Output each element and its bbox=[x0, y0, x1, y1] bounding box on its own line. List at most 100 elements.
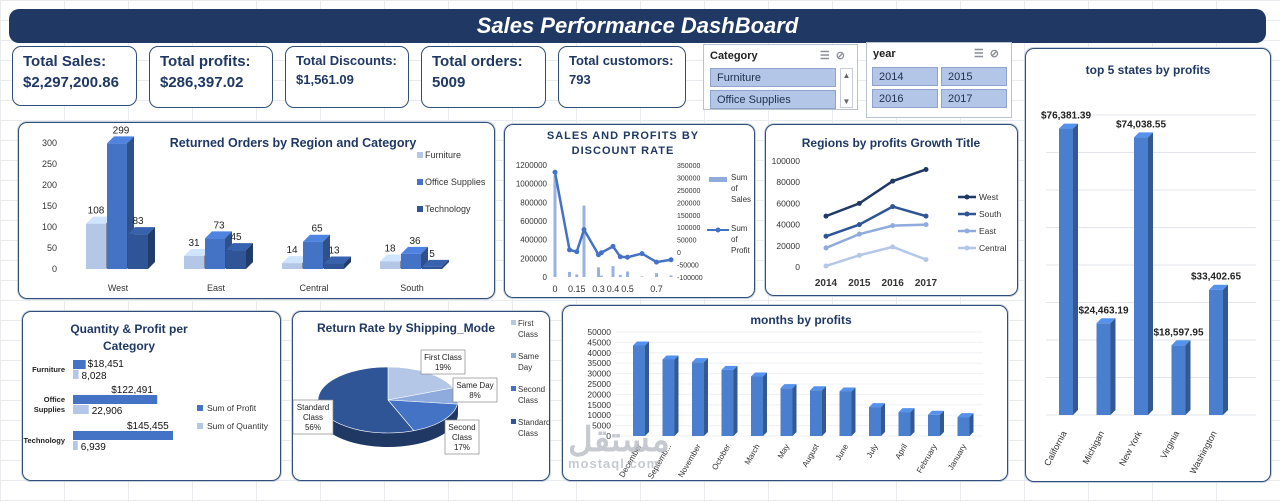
legend-swatch-sales bbox=[709, 177, 727, 182]
x-tick-label: 2017 bbox=[915, 278, 938, 289]
top-states-panel: top 5 states by profits $76,381.39 Califor… bbox=[1025, 48, 1271, 482]
slice-label: Class bbox=[452, 433, 472, 442]
profit-point bbox=[581, 227, 587, 233]
slicer-header: Category ☰⊘ bbox=[704, 45, 857, 66]
month-bar-side bbox=[792, 384, 797, 436]
month-bar bbox=[839, 391, 852, 436]
profit-point bbox=[668, 257, 674, 263]
month-bar-side bbox=[851, 387, 856, 436]
legend-label: Office Supplies bbox=[425, 177, 486, 187]
shipping-mode-panel: Return Rate by Shipping_Mode First Class 1… bbox=[292, 311, 550, 481]
line-west bbox=[825, 168, 927, 218]
year-slicer: year ☰⊘ 2014 2015 2016 2017 bbox=[866, 42, 1012, 118]
sales-bar bbox=[553, 175, 557, 277]
legend-swatch bbox=[511, 320, 516, 325]
sales-bar bbox=[655, 273, 658, 277]
sales-bar bbox=[575, 274, 579, 277]
slicer-title: Category bbox=[710, 49, 758, 62]
slice-label: Standard bbox=[297, 403, 329, 412]
legend-label: Second bbox=[518, 385, 545, 394]
slicer-scrollbar[interactable]: ▲ ▼ bbox=[840, 68, 853, 108]
y-right-tick: 50000 bbox=[677, 238, 697, 245]
sales-bar bbox=[618, 274, 622, 277]
state-bar-top bbox=[1059, 123, 1078, 129]
kpi-label: Total customors: bbox=[569, 53, 674, 68]
month-bar bbox=[662, 359, 675, 436]
state-bar-side bbox=[1110, 318, 1116, 415]
legend-label: First bbox=[518, 319, 534, 328]
x-tick-label: April bbox=[893, 442, 909, 461]
regions-chart: Regions by profits Growth Title 0 20000 400… bbox=[772, 136, 1007, 289]
month-bar-side bbox=[910, 408, 915, 436]
watermark-main: مستقل bbox=[568, 421, 670, 459]
bar-furniture bbox=[282, 263, 302, 269]
legend-marker bbox=[964, 228, 970, 234]
multi-select-icon[interactable]: ☰ bbox=[819, 50, 836, 62]
profit-point bbox=[598, 250, 604, 256]
kpi-total-customers: Total customors: 793 bbox=[558, 46, 686, 108]
x-tick-label: 2014 bbox=[815, 278, 838, 289]
point bbox=[856, 200, 862, 206]
slice-label: Second bbox=[448, 423, 475, 432]
line-east bbox=[825, 223, 927, 250]
y-right-tick: -50000 bbox=[677, 263, 699, 270]
slicer-item-furniture[interactable]: Furniture bbox=[710, 68, 836, 87]
y-left-tick: 600000 bbox=[520, 217, 547, 226]
slicer-item-office-supplies[interactable]: Office Supplies bbox=[710, 90, 836, 109]
sales-bar bbox=[582, 205, 586, 277]
clear-filter-icon[interactable]: ⊘ bbox=[989, 48, 1005, 60]
kpi-total-orders: Total orders: 5009 bbox=[421, 46, 546, 108]
month-bar-side bbox=[704, 358, 708, 436]
x-tick-label: October bbox=[710, 442, 732, 471]
data-label: $24,463.19 bbox=[1078, 305, 1128, 316]
bar-technology-side bbox=[442, 259, 449, 269]
y-tick-label: 30000 bbox=[587, 369, 611, 379]
slice-callout bbox=[420, 349, 466, 375]
y-right-tick: 200000 bbox=[677, 200, 700, 207]
month-bar-top bbox=[928, 410, 944, 415]
y-right-tick: 100000 bbox=[677, 225, 700, 232]
x-tick-label: California bbox=[1042, 429, 1069, 467]
y-tick-label: 20000 bbox=[776, 241, 800, 251]
state-bar-side bbox=[1148, 132, 1153, 415]
point bbox=[923, 213, 929, 219]
watermark: مستقل mostaql.com bbox=[568, 420, 670, 471]
data-label: 5 bbox=[429, 249, 435, 260]
legend-marker bbox=[964, 211, 970, 217]
month-bar-side bbox=[763, 372, 767, 436]
slicer-item-2015[interactable]: 2015 bbox=[941, 67, 1007, 86]
point bbox=[856, 252, 862, 258]
profit-point bbox=[625, 254, 630, 260]
legend-marker bbox=[964, 245, 970, 251]
y-tick-label: 50000 bbox=[587, 327, 611, 337]
bar-technology-side bbox=[246, 243, 253, 269]
quantity-label: 6,939 bbox=[81, 442, 106, 453]
y-tick-label: 150 bbox=[42, 201, 57, 211]
regions-panel: Regions by profits Growth Title 0 20000 400… bbox=[765, 124, 1018, 296]
y-tick-label: 15000 bbox=[587, 400, 611, 410]
sales-bar bbox=[597, 267, 600, 277]
clear-filter-icon[interactable]: ⊘ bbox=[835, 50, 851, 62]
x-tick-label: January bbox=[946, 443, 968, 472]
y-tick-label: 0 bbox=[795, 262, 800, 272]
profit-label: $18,451 bbox=[88, 359, 125, 370]
chart-title-line: SALES AND PROFITS BY bbox=[547, 130, 699, 142]
data-label: 73 bbox=[213, 220, 225, 231]
discount-panel: SALES AND PROFITS BY DISCOUNT RATE 0 200000… bbox=[504, 124, 755, 298]
kpi-value: $1,561.09 bbox=[296, 72, 354, 87]
slicer-item-2017[interactable]: 2017 bbox=[941, 89, 1007, 108]
multi-select-icon[interactable]: ☰ bbox=[973, 48, 990, 60]
profit-bar bbox=[73, 431, 173, 440]
x-tick-label: July bbox=[865, 443, 880, 460]
month-bar bbox=[898, 412, 911, 436]
sales-bar bbox=[626, 271, 629, 277]
profit-bar bbox=[73, 395, 158, 404]
legend-swatch bbox=[511, 353, 516, 358]
data-label: 31 bbox=[188, 238, 200, 249]
x-tick-label: 0.7 bbox=[650, 284, 663, 294]
slicer-item-2014[interactable]: 2014 bbox=[872, 67, 938, 86]
legend-swatch bbox=[197, 423, 203, 429]
slicer-item-2016[interactable]: 2016 bbox=[872, 89, 938, 108]
point bbox=[890, 204, 896, 210]
data-label: 14 bbox=[286, 245, 298, 256]
